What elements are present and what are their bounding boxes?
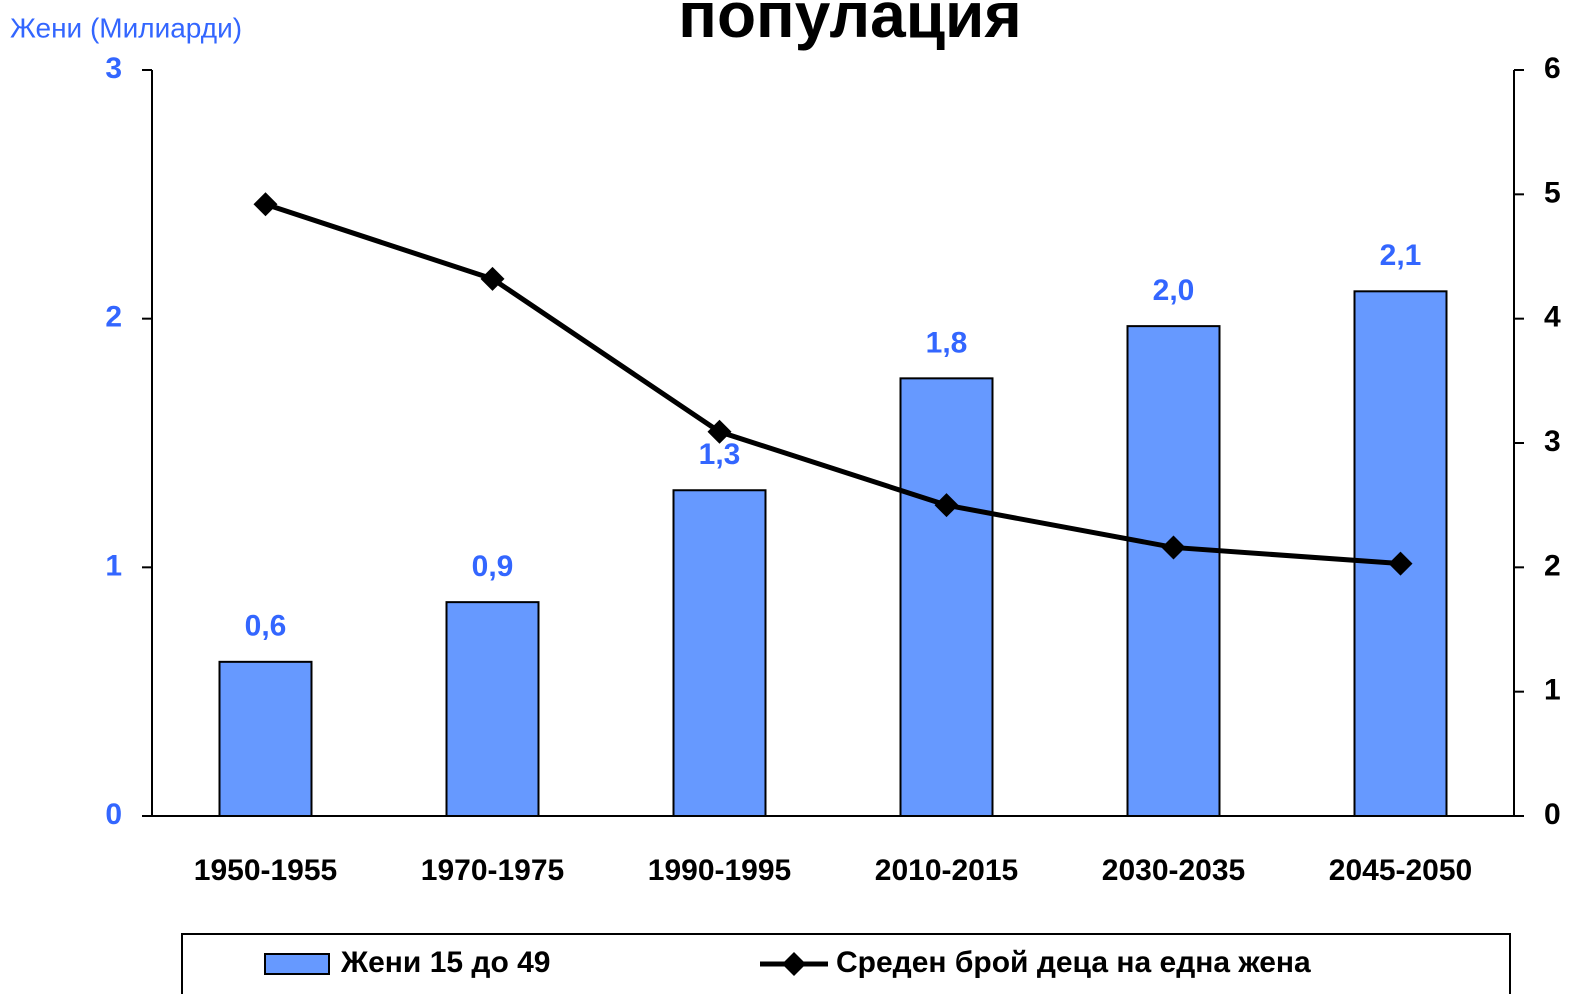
value-label: 0,6: [245, 610, 287, 643]
marker: [1161, 535, 1186, 560]
value-label: 1,8: [926, 326, 968, 359]
x-tick-label: 1970-1975: [421, 854, 564, 887]
y2-tick-label: 3: [1544, 425, 1561, 458]
y2-tick-label: 5: [1544, 176, 1561, 209]
x-tick-label: 2030-2035: [1102, 854, 1245, 887]
legend-label: Среден брой деца на една жена: [836, 946, 1311, 979]
legend-swatch: [782, 952, 806, 976]
legend-swatch: [264, 953, 330, 975]
y2-tick-label: 2: [1544, 549, 1561, 582]
bar: [218, 660, 313, 817]
marker: [1388, 551, 1413, 576]
line: [264, 201, 1401, 567]
marker: [707, 419, 732, 444]
y-axis-label: Жени (Милиарди): [10, 12, 242, 43]
x-tick-label: 1990-1995: [648, 854, 791, 887]
y2-tick-label: 1: [1544, 674, 1561, 707]
legend-label: Жени 15 до 49: [340, 946, 550, 979]
bar: [445, 601, 540, 817]
y-tick-label: 1: [105, 549, 122, 582]
y2-tick-label: 6: [1544, 52, 1561, 85]
value-label: 2,0: [1153, 274, 1195, 307]
value-label: 2,1: [1380, 239, 1422, 272]
value-label: 0,9: [472, 550, 514, 583]
x-tick-label: 2045-2050: [1329, 854, 1472, 887]
y2-tick-label: 0: [1544, 798, 1561, 831]
y-tick-label: 3: [105, 52, 122, 85]
marker: [253, 192, 278, 217]
y-tick-label: 2: [105, 301, 122, 334]
bar: [672, 489, 767, 817]
x-tick-label: 2010-2015: [875, 854, 1018, 887]
y2-tick-label: 4: [1544, 301, 1561, 334]
marker: [934, 493, 959, 518]
chart-title: популация: [678, 0, 1021, 51]
x-tick-label: 1950-1955: [194, 854, 337, 887]
marker: [480, 266, 505, 291]
legend: [181, 933, 1511, 994]
bar: [1126, 325, 1221, 817]
bar: [899, 377, 994, 817]
y-tick-label: 0: [105, 798, 122, 831]
